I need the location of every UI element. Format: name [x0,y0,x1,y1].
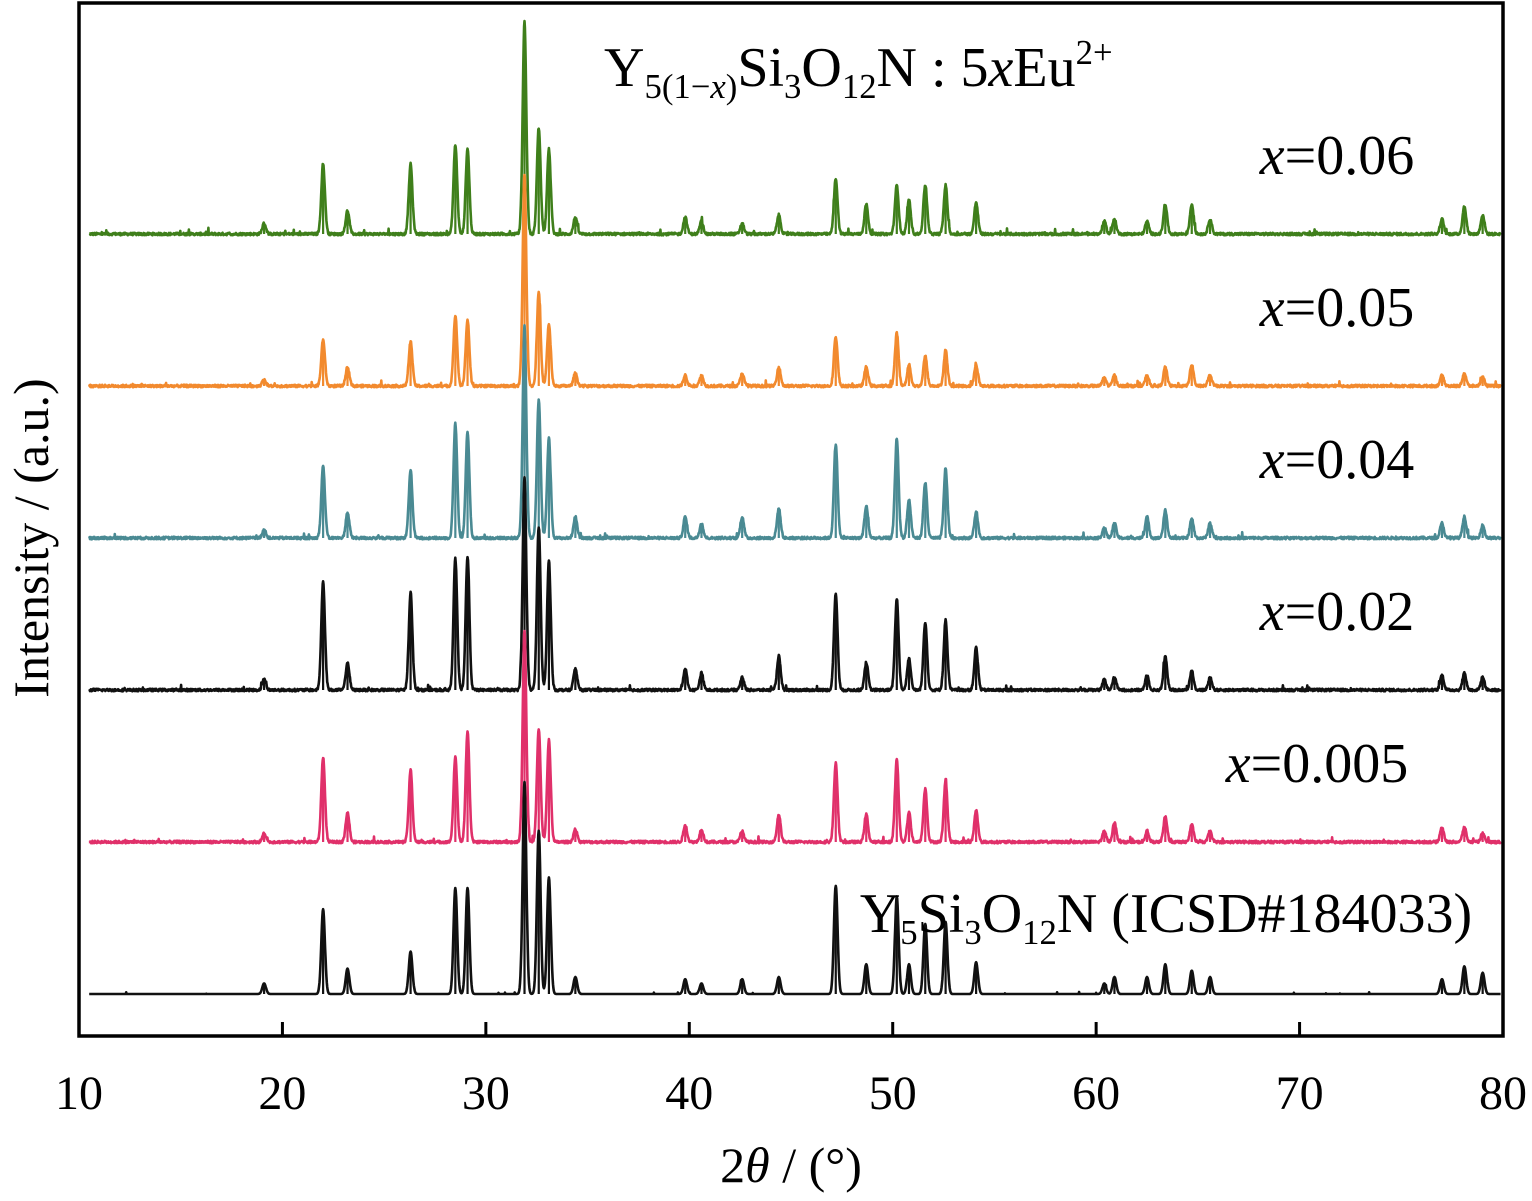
series-label-var: x [1259,429,1285,491]
x-tick-label: 50 [869,1067,917,1120]
x-tick-label: 70 [1276,1067,1324,1120]
text-part: N (ICSD#184033) [1057,883,1472,945]
text-part: Eu [1013,37,1075,99]
series-line [88,629,1502,845]
x-tick-label: 60 [1072,1067,1120,1120]
series-line [88,475,1502,693]
x-axis-ticks: 10 20 30 40 50 60 70 80 [55,1022,1527,1120]
text-part: x [988,37,1014,99]
y-axis-title: Intensity / (a.u.) [3,378,59,697]
text-part: 12 [1022,913,1057,952]
text-part: ) [726,67,738,106]
series-line [87,173,1502,389]
x-tick-label: 40 [665,1067,713,1120]
x-axis-title-symbol: θ [745,1137,770,1193]
x-tick-label: 30 [462,1067,510,1120]
text-part: 3 [964,913,981,952]
series-labels: x=0.06x=0.05x=0.04x=0.02x=0.005Y5Si3O12N… [860,125,1472,952]
text-part: 12 [842,67,877,106]
text-part: N : 5 [877,37,989,99]
chart-title: Y5(1−x)Si3O12N : 5xEu2+ [604,33,1113,106]
series-label-var: x [1259,581,1285,643]
text-part: Si [918,883,965,945]
series-label: x=0.06 [1259,125,1414,187]
x-axis-title-prefix: 2 [720,1137,745,1193]
text-part: O [801,37,841,99]
x-tick-label: 20 [258,1067,306,1120]
series-label-var: x [1225,733,1251,795]
text-part: Si [737,37,784,99]
series-label: x=0.005 [1225,733,1408,795]
text-part: 5(1− [644,67,710,106]
series-label-var: x [1259,125,1285,187]
text-part: O [982,883,1022,945]
text-part: Y [860,883,900,945]
series-label-value: =0.06 [1285,125,1415,187]
series-line [88,19,1502,237]
text-part: x [709,67,726,106]
text-part: 3 [784,67,801,106]
series-label: x=0.04 [1259,429,1414,491]
x-axis-title: 2θ / (°) [720,1137,862,1193]
text-part: Y [604,37,644,99]
reference-label: Y5Si3O12N (ICSD#184033) [860,883,1472,952]
series-line [88,780,1502,996]
series-line [88,323,1502,541]
series-layer [87,19,1502,996]
series-label: x=0.05 [1259,277,1414,339]
series-label-var: x [1259,277,1285,339]
series-label-value: =0.04 [1285,429,1415,491]
x-tick-label: 10 [55,1067,103,1120]
series-label-value: =0.005 [1251,733,1409,795]
series-label: x=0.02 [1259,581,1414,643]
text-part: 2+ [1076,33,1113,72]
series-label-value: =0.05 [1285,277,1415,339]
plot-frame [77,1,1505,1038]
x-tick-label: 80 [1479,1067,1527,1120]
series-label-value: =0.02 [1285,581,1415,643]
text-part: 5 [900,913,917,952]
x-axis-title-suffix: / (°) [770,1137,862,1193]
